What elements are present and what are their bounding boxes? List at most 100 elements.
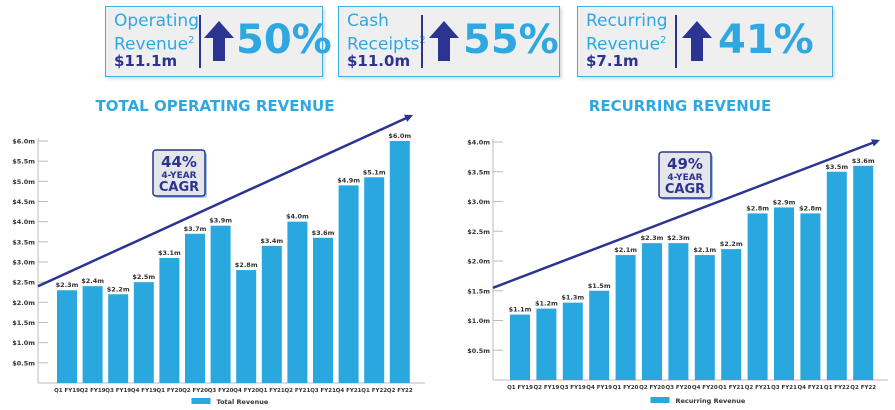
x-tick-label: Q4 FY21 xyxy=(797,385,823,391)
divider xyxy=(675,15,677,68)
x-tick-label: Q1 FY22 xyxy=(361,388,387,394)
bar xyxy=(261,245,282,383)
y-tick-label: $3.0m xyxy=(12,259,35,267)
data-label: $3.6m xyxy=(312,229,335,237)
chart-title-total-operating-revenue: TOTAL OPERATING REVENUE xyxy=(95,97,335,115)
y-tick-label: $4.0m xyxy=(467,139,490,147)
data-label: $2.2m xyxy=(720,240,743,248)
bar xyxy=(82,286,103,383)
kpi-card-operating-revenue: Operating Revenue2 $11.1m 50% xyxy=(105,6,332,77)
kpi-card-recurring-revenue: Recurring Revenue2 $7.1m 41% xyxy=(577,6,833,77)
y-tick-label: $4.0m xyxy=(12,218,35,226)
bar xyxy=(826,171,847,380)
data-label: $2.8m xyxy=(799,204,822,212)
bar xyxy=(159,257,180,383)
data-label: $2.2m xyxy=(107,285,130,293)
bar xyxy=(364,177,385,383)
y-tick-label: $3.5m xyxy=(12,238,35,246)
cagr-box xyxy=(658,151,712,199)
cagr-percent: 49% xyxy=(667,155,703,173)
data-label: $2.8m xyxy=(235,261,258,269)
x-tick-label: Q1 FY20 xyxy=(156,388,182,394)
kpi-label: Recurring Revenue2 xyxy=(586,11,668,55)
arrow-up-icon xyxy=(682,21,712,61)
x-tick-label: Q3 FY19 xyxy=(105,388,131,394)
data-label: $1.3m xyxy=(561,294,584,302)
bar xyxy=(694,255,715,380)
bar xyxy=(668,243,689,380)
data-label: $3.1m xyxy=(158,249,181,257)
bar xyxy=(287,221,308,383)
data-label: $5.1m xyxy=(363,168,386,176)
cagr-label: 4-YEAR xyxy=(667,173,702,183)
data-label: $2.4m xyxy=(81,277,104,285)
bar xyxy=(510,314,530,380)
data-label: $1.5m xyxy=(588,282,611,290)
bar xyxy=(615,255,636,380)
y-tick-label: $0.5m xyxy=(467,347,490,355)
y-tick-label: $5.5m xyxy=(12,158,35,166)
legend-swatch xyxy=(650,397,670,403)
y-tick-label: $2.0m xyxy=(12,299,35,307)
y-tick-label: $4.5m xyxy=(12,198,35,206)
kpi-change: 55% xyxy=(463,17,559,63)
x-tick-label: Q2 FY20 xyxy=(182,388,208,394)
bar xyxy=(108,294,129,383)
data-label: $2.8m xyxy=(746,204,769,212)
trend-arrowhead xyxy=(404,114,413,122)
kpi-label: Cash Receipts2 xyxy=(347,11,426,55)
cagr-label: 4-YEAR xyxy=(161,171,196,181)
x-tick-label: Q3 FY20 xyxy=(208,388,234,394)
kpi-amount: $11.1m xyxy=(114,52,178,70)
x-tick-label: Q1 FY20 xyxy=(613,385,639,391)
kpi-card-cash-receipts: Cash Receipts2 $11.0m 55% xyxy=(338,6,560,77)
kpi-change: 50% xyxy=(236,17,332,63)
data-label: $3.7m xyxy=(184,225,207,233)
data-label: $3.4m xyxy=(260,237,283,245)
kpi-amount: $11.0m xyxy=(347,52,411,70)
x-tick-label: Q2 FY21 xyxy=(284,388,310,394)
x-tick-label: Q1 FY19 xyxy=(507,385,533,391)
chart-title-recurring-revenue: RECURRING REVENUE xyxy=(588,97,772,115)
bar xyxy=(236,270,257,383)
x-tick-label: Q4 FY20 xyxy=(233,388,259,394)
y-tick-label: $3.0m xyxy=(467,198,490,206)
bar xyxy=(721,249,742,380)
data-label: $4.9m xyxy=(337,176,360,184)
y-tick-label: $2.5m xyxy=(467,228,490,236)
y-tick-label: $2.0m xyxy=(467,258,490,266)
data-label: $4.0m xyxy=(286,213,309,221)
y-tick-label: $1.5m xyxy=(467,287,490,295)
cagr-box xyxy=(152,149,206,197)
y-tick-label: $3.5m xyxy=(467,168,490,176)
legend-label: Recurring Revenue xyxy=(676,397,746,405)
y-tick-label: $6.0m xyxy=(12,138,35,146)
legend-label: Total Revenue xyxy=(217,398,269,406)
kpi-label: Operating Revenue2 xyxy=(114,11,199,55)
data-label: $2.3m xyxy=(56,281,79,289)
x-tick-label: Q2 FY19 xyxy=(80,388,106,394)
x-tick-label: Q2 FY20 xyxy=(639,385,665,391)
data-label: $3.6m xyxy=(852,157,875,165)
cagr-label: CAGR xyxy=(159,180,199,195)
data-label: $2.9m xyxy=(773,198,796,206)
y-tick-label: $1.0m xyxy=(467,317,490,325)
divider xyxy=(199,15,201,68)
x-tick-label: Q3 FY21 xyxy=(771,385,797,391)
cagr-percent: 44% xyxy=(161,153,197,171)
kpi-change: 41% xyxy=(718,17,814,63)
y-tick-label: $5.0m xyxy=(12,178,35,186)
bar xyxy=(774,207,794,380)
x-tick-label: Q4 FY19 xyxy=(586,385,612,391)
data-label: $1.1m xyxy=(509,306,532,314)
data-label: $2.5m xyxy=(132,273,155,281)
data-label: $1.2m xyxy=(535,300,558,308)
bar xyxy=(313,237,333,383)
x-tick-label: Q2 FY22 xyxy=(387,388,413,394)
bar xyxy=(536,308,557,380)
cagr-label: CAGR xyxy=(665,182,705,197)
bar xyxy=(57,290,77,383)
kpi-amount: $7.1m xyxy=(586,52,639,70)
bar xyxy=(747,213,768,380)
